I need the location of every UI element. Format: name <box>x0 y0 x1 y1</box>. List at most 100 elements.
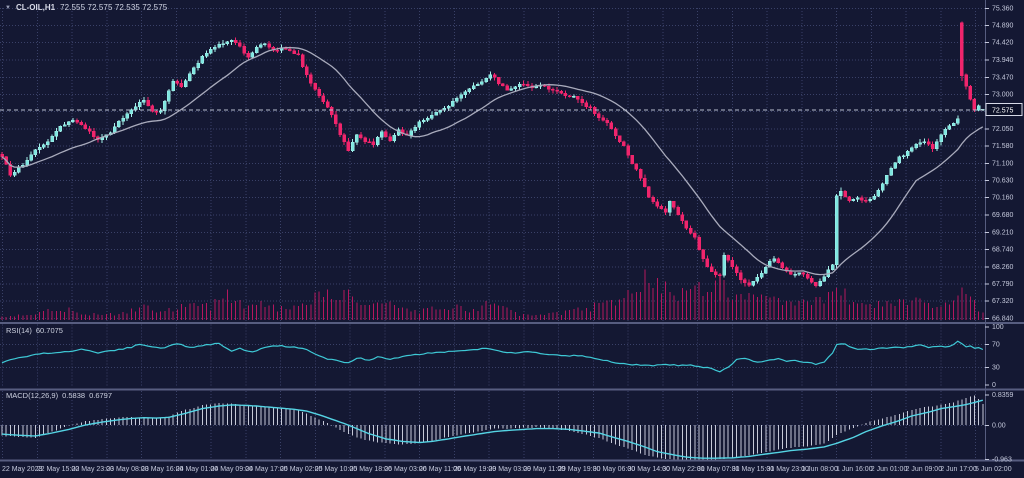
time-axis-label: 24 May 17:00 <box>245 466 288 473</box>
bull-candle <box>918 142 922 145</box>
bull-candle <box>200 56 205 64</box>
volume-bar <box>18 314 20 320</box>
time-axis-label: 22 May 15:00 <box>37 466 80 473</box>
bull-candle <box>33 149 38 155</box>
bull-candle <box>876 190 881 197</box>
price-axis-label: 66.840 <box>992 316 1014 323</box>
volume-bar <box>673 295 675 320</box>
bull-candle <box>947 125 952 130</box>
volume-bar <box>740 294 742 320</box>
bear-candle <box>964 74 968 87</box>
bull-candle <box>25 159 29 166</box>
time-axis-label: 29 May 11:00 <box>523 466 565 473</box>
volume-bar <box>268 305 270 320</box>
volume-bar <box>231 302 233 320</box>
bear-candle <box>968 86 973 100</box>
volume-bar <box>940 306 942 320</box>
bear-candle <box>747 282 751 286</box>
volume-bar <box>765 295 767 320</box>
bear-candle <box>501 83 505 86</box>
bear-candle <box>643 177 647 187</box>
volume-bar <box>130 308 132 320</box>
bull-candle <box>459 94 463 99</box>
price-axis-label: 68.740 <box>992 246 1014 253</box>
bull-candle <box>117 121 121 128</box>
bear-candle <box>776 258 781 263</box>
volume-bar <box>1 316 3 320</box>
price-axis-label: 70.630 <box>992 178 1014 185</box>
bear-candle <box>576 96 580 100</box>
bull-candle <box>71 119 75 122</box>
volume-bar <box>352 296 354 320</box>
bear-candle <box>275 49 280 52</box>
volume-bar <box>293 305 295 320</box>
volume-bar <box>368 305 370 320</box>
volume-bar <box>519 316 521 320</box>
bull-candle <box>167 90 171 102</box>
bull-candle <box>355 134 359 143</box>
volume-bar <box>443 309 445 320</box>
bull-candle <box>880 183 885 191</box>
volume-bar <box>235 301 237 320</box>
volume-bar <box>84 314 86 320</box>
bull-candle <box>509 88 513 91</box>
volume-bar <box>160 311 162 320</box>
volume-bar <box>773 296 775 320</box>
bear-candle <box>663 208 668 213</box>
volume-bar <box>510 309 512 320</box>
volume-bar <box>627 289 629 320</box>
volume-bar <box>318 291 320 320</box>
bull-candle <box>29 154 33 161</box>
volume-bar <box>385 303 387 320</box>
bull-candle <box>905 151 910 157</box>
volume-bar <box>101 315 103 320</box>
bull-candle <box>213 46 217 50</box>
bear-candle <box>809 278 814 283</box>
volume-bar <box>322 296 324 320</box>
volume-bar <box>97 314 99 320</box>
volume-bar <box>272 304 274 320</box>
volume-bar <box>118 314 120 320</box>
rsi-axis[interactable]: 100 70 30 0 <box>985 324 1004 389</box>
time-axis-label: 25 May 18:00 <box>350 466 393 473</box>
volume-bar <box>777 297 779 320</box>
volume-bar <box>857 303 859 320</box>
price-axis-label: 70.160 <box>992 195 1014 202</box>
volume-bar <box>464 310 466 320</box>
macd-axis[interactable]: 0.8359 0.00 -0.963 <box>985 392 1014 464</box>
bull-candle <box>922 141 927 143</box>
volume-bar <box>327 289 329 320</box>
bull-candle <box>112 126 117 133</box>
bull-candle <box>722 254 726 276</box>
volume-bar <box>790 301 792 320</box>
bull-candle <box>764 266 768 274</box>
time-axis-label: 1 Jun 08:00 <box>801 466 838 473</box>
bear-candle <box>75 119 79 123</box>
macd-indicator-name: MACD(12,26,9) <box>6 391 59 400</box>
bear-candle <box>801 272 806 275</box>
bear-candle <box>972 98 977 111</box>
volume-bar <box>226 289 228 320</box>
volume-bar <box>418 313 420 320</box>
bear-candle <box>304 66 309 76</box>
bear-candle <box>8 163 13 176</box>
collapse-arrow-icon[interactable]: ▼ <box>5 4 11 11</box>
volume-bar <box>539 314 541 320</box>
volume-bar <box>631 293 633 320</box>
volume-bar <box>965 293 967 320</box>
bull-candle <box>188 73 192 82</box>
bear-candle <box>492 74 497 78</box>
bear-candle <box>242 46 246 54</box>
volume-bar <box>802 299 804 320</box>
volume-bar <box>531 315 533 320</box>
volume-bar <box>982 312 984 320</box>
bull-candle <box>183 80 188 87</box>
volume-bar <box>218 299 220 320</box>
price-axis[interactable]: 75.360 74.890 74.420 73.940 73.470 73.000 72.0… <box>985 6 1014 323</box>
bear-candle <box>847 196 852 202</box>
bear-candle <box>367 141 372 143</box>
bull-candle <box>914 143 918 148</box>
volume-bar <box>598 303 600 320</box>
